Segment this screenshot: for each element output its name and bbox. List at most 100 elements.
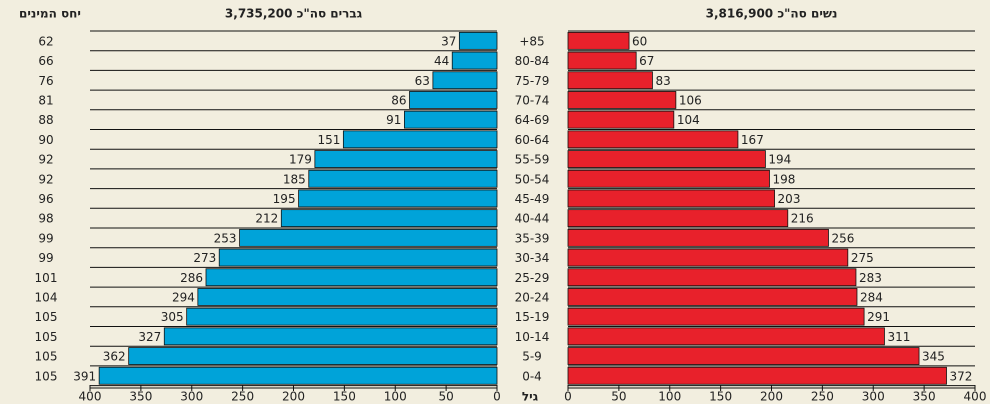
age-label: 70-74 [515, 93, 550, 107]
ratio-value: 105 [35, 330, 58, 344]
ratio-value: 96 [38, 192, 53, 206]
bar [567, 248, 849, 267]
ratio-title: יחס המינים [19, 7, 81, 21]
ratio-value: 105 [35, 350, 58, 364]
bar [342, 130, 498, 149]
bar [314, 150, 498, 168]
value-label: 185 [283, 172, 306, 186]
bar [205, 268, 498, 287]
ratio-value: 98 [38, 212, 53, 226]
bar [567, 91, 677, 109]
value-label: 194 [768, 153, 791, 167]
bar [567, 71, 653, 90]
age-label: 64-69 [515, 113, 550, 127]
x-tick-label: 200 [282, 390, 305, 404]
x-tick-label: 50 [438, 390, 453, 404]
x-tick-label: 300 [862, 390, 885, 404]
age-label: 80-84 [515, 54, 550, 68]
value-label: 283 [859, 271, 882, 285]
ratio-value: 66 [38, 54, 53, 68]
x-tick-label: 100 [658, 390, 681, 404]
x-tick-label: 150 [333, 390, 356, 404]
bar [567, 288, 858, 306]
bar [567, 169, 770, 188]
value-label: 91 [386, 113, 401, 127]
ratio-value: 105 [35, 369, 58, 383]
bar [404, 110, 498, 129]
ratio-value: 99 [38, 231, 53, 245]
bar [567, 209, 789, 228]
age-axis-label: גיל [522, 390, 539, 404]
age-label: 45-49 [515, 192, 550, 206]
x-tick-label: 350 [913, 390, 936, 404]
bar [567, 110, 675, 129]
bar [567, 189, 775, 208]
ratio-value: 92 [38, 172, 53, 186]
age-label: +85 [519, 34, 544, 48]
value-label: 44 [434, 54, 449, 68]
x-tick-label: 0 [493, 390, 501, 404]
value-label: 104 [677, 113, 700, 127]
value-label: 106 [679, 93, 702, 107]
bar [567, 31, 630, 50]
bar [432, 71, 498, 90]
ratio-value: 88 [38, 113, 53, 127]
bar [458, 31, 498, 50]
bar [298, 189, 498, 208]
x-tick-label: 250 [231, 390, 254, 404]
x-tick-label: 0 [564, 390, 572, 404]
value-label: 151 [317, 133, 340, 147]
bar [280, 209, 498, 228]
ratio-value: 105 [35, 310, 58, 324]
value-label: 362 [103, 350, 126, 364]
bar [98, 366, 498, 385]
value-label: 63 [415, 74, 430, 88]
value-label: 327 [138, 330, 161, 344]
value-label: 275 [851, 251, 874, 265]
age-label: 40-44 [515, 212, 550, 226]
value-label: 305 [161, 310, 184, 324]
ratio-value: 62 [38, 34, 53, 48]
value-label: 253 [214, 231, 237, 245]
ratio-value: 81 [38, 93, 53, 107]
value-label: 203 [778, 192, 801, 206]
age-label: 15-19 [515, 310, 550, 324]
bar [197, 288, 498, 306]
bar [186, 307, 498, 326]
age-label: 75-79 [515, 74, 550, 88]
value-label: 273 [193, 251, 216, 265]
series-title: גברים סה"כ 3,735,200 [225, 7, 363, 21]
x-tick-label: 100 [384, 390, 407, 404]
x-tick-label: 250 [811, 390, 834, 404]
value-label: 256 [831, 231, 854, 245]
age-label: 20-24 [515, 290, 550, 304]
bar [567, 327, 885, 346]
bar [567, 150, 766, 168]
x-tick-label: 300 [180, 390, 203, 404]
bar [567, 228, 829, 247]
value-label: 198 [772, 172, 795, 186]
value-label: 179 [289, 153, 312, 167]
value-label: 291 [867, 310, 890, 324]
value-label: 391 [73, 369, 96, 383]
x-tick-label: 400 [964, 390, 987, 404]
x-tick-label: 350 [129, 390, 152, 404]
value-label: 83 [655, 74, 670, 88]
age-label: 10-14 [515, 330, 550, 344]
value-label: 37 [441, 34, 456, 48]
ratio-value: 104 [35, 290, 58, 304]
age-label: 50-54 [515, 172, 550, 186]
age-label: 55-59 [515, 153, 550, 167]
age-label: 0-4 [522, 369, 542, 383]
x-tick-label: 150 [709, 390, 732, 404]
value-label: 167 [741, 133, 764, 147]
bar [567, 307, 865, 326]
value-label: 286 [180, 271, 203, 285]
ratio-value: 99 [38, 251, 53, 265]
ratio-value: 101 [35, 271, 58, 285]
age-label: 30-34 [515, 251, 550, 265]
ratio-value: 90 [38, 133, 53, 147]
value-label: 294 [172, 290, 195, 304]
age-label: 60-64 [515, 133, 550, 147]
bar [409, 91, 498, 109]
